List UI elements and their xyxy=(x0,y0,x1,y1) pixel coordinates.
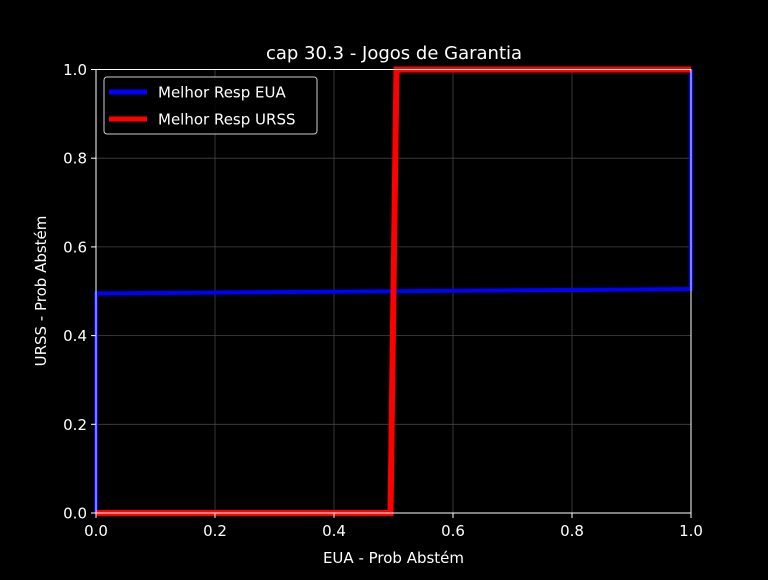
y-tick-label: 0.8 xyxy=(63,150,87,168)
series-layer xyxy=(94,66,693,516)
x-tick-label: 0.0 xyxy=(84,522,108,540)
y-axis-label: URSS - Prob Abstém xyxy=(32,216,50,367)
x-tick-label: 0.8 xyxy=(560,522,584,540)
legend-box xyxy=(103,76,318,135)
legend: Melhor Resp EUA Melhor Resp URSS xyxy=(103,76,318,135)
legend-label-eua: Melhor Resp EUA xyxy=(158,84,286,102)
legend-label-urss: Melhor Resp URSS xyxy=(158,111,295,129)
x-tick-label: 0.4 xyxy=(322,522,346,540)
chart-title: cap 30.3 - Jogos de Garantia xyxy=(266,43,522,64)
x-tick-label: 0.6 xyxy=(441,522,465,540)
y-tick-label: 0.6 xyxy=(63,238,87,256)
plot-area-frame xyxy=(95,69,692,514)
x-tick-label: 0.2 xyxy=(203,522,227,540)
x-axis-label: EUA - Prob Abstém xyxy=(323,549,464,567)
y-tick-label: 1.0 xyxy=(63,61,87,79)
x-tick-label: 1.0 xyxy=(679,522,703,540)
y-tick-label: 0.4 xyxy=(63,327,87,345)
tick-marks xyxy=(91,69,692,518)
y-tick-label: 0.2 xyxy=(63,416,87,434)
y-tick-label: 0.0 xyxy=(63,505,87,523)
